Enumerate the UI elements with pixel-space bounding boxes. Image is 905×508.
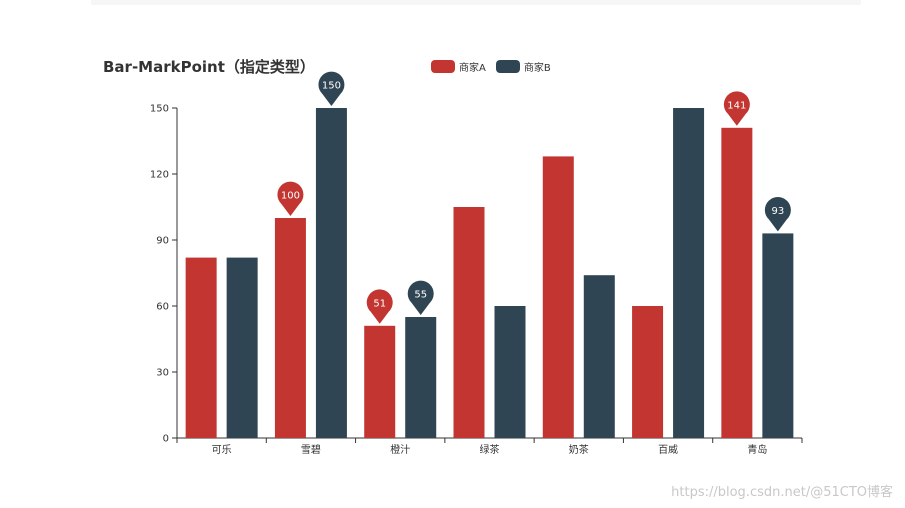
markpoint-label-2: 141	[727, 100, 746, 111]
markpoint-pin-5	[764, 197, 791, 232]
y-tick-label-2: 60	[156, 302, 169, 313]
markpoint-label-5: 93	[771, 206, 784, 217]
legend-label-series-b: 商家B	[523, 62, 551, 74]
x-tick-label-2: 橙汁	[390, 443, 410, 456]
markpoint-pin-0	[277, 181, 304, 216]
markpoint-label-3: 150	[322, 81, 341, 92]
legend-item-series-b[interactable]: 商家B	[495, 59, 551, 74]
markpoint-pin-3	[318, 71, 345, 106]
legend: 商家A 商家B	[431, 59, 551, 74]
y-tick-label-0: 0	[163, 434, 169, 445]
y-tick-label-5: 150	[150, 104, 169, 115]
x-tick-label-6: 青岛	[747, 443, 767, 456]
markpoint-pin-4	[407, 280, 434, 315]
x-tick-label-5: 百威	[658, 443, 678, 456]
legend-item-series-a[interactable]: 商家A	[431, 59, 486, 74]
bar-series-1-可乐	[226, 257, 258, 438]
markpoint-label-0: 100	[281, 191, 300, 202]
watermark: https://blog.csdn.net/@51CTO博客	[671, 485, 893, 500]
bar-series-0-百威	[632, 306, 664, 438]
legend-label-series-a: 商家A	[459, 62, 486, 74]
bar-series-0-奶茶	[542, 156, 574, 438]
markpoint-pin-2	[723, 91, 750, 126]
bar-series-0-绿茶	[453, 207, 485, 438]
bar-series-0-橙汁	[364, 325, 396, 438]
y-tick-label-3: 90	[156, 236, 169, 247]
x-tick-label-4: 奶茶	[569, 443, 589, 456]
bar-series-1-橙汁	[405, 317, 437, 438]
bar-series-0-可乐	[185, 257, 217, 438]
legend-swatch-series-a	[431, 59, 455, 73]
y-tick-label-4: 120	[150, 170, 169, 181]
x-tick-label-3: 绿茶	[480, 443, 500, 456]
bar-series-1-绿茶	[494, 306, 526, 438]
x-tick-label-1: 雪碧	[301, 444, 321, 456]
top-strip	[91, 0, 861, 5]
legend-swatch-series-b	[495, 59, 520, 73]
y-tick-label-1: 30	[156, 368, 169, 379]
x-tick-label-0: 可乐	[212, 444, 232, 456]
bar-series-0-雪碧	[274, 218, 306, 438]
bar-series-1-奶茶	[583, 275, 615, 438]
bar-series-1-雪碧	[315, 108, 347, 438]
chart-title: Bar-MarkPoint（指定类型）	[103, 58, 315, 76]
markpoint-label-1: 51	[373, 298, 386, 309]
markpoint-label-4: 55	[414, 290, 427, 301]
bar-series-0-青岛	[721, 127, 753, 439]
bar-series-1-青岛	[762, 233, 794, 438]
markpoint-pin-1	[366, 289, 393, 324]
bar-series-1-百威	[673, 108, 705, 438]
